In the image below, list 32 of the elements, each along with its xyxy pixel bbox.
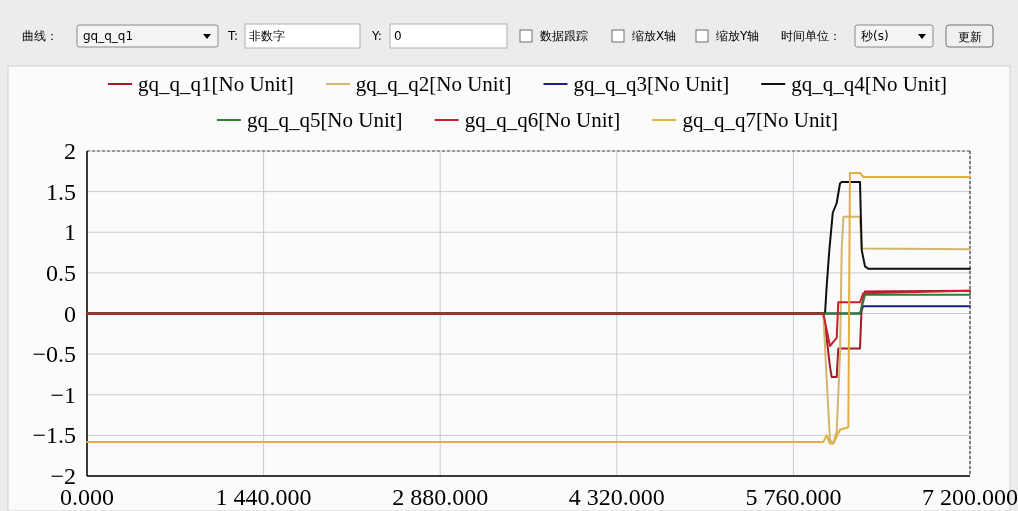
control-check: 缩放Y轴 bbox=[695, 29, 760, 43]
control-label: 时间单位： bbox=[781, 29, 841, 43]
legend-label: gq_q_q1[No Unit] bbox=[138, 72, 294, 96]
control-check: 数据跟踪 bbox=[519, 29, 588, 43]
y-tick-label: 2 bbox=[64, 138, 76, 164]
control-check: 缩放X轴 bbox=[611, 29, 677, 43]
control-box: 非数字 bbox=[244, 23, 361, 49]
legend-label: gq_q_q2[No Unit] bbox=[355, 72, 512, 96]
legend-label: gq_q_q5[No Unit] bbox=[246, 108, 403, 132]
control-combo: 秒(s) bbox=[854, 24, 934, 48]
y-tick-label: −1.5 bbox=[32, 422, 76, 449]
y-tick-label: 1.5 bbox=[46, 178, 76, 205]
x-tick-label: 4 320.000 bbox=[568, 484, 665, 510]
control-button: 更新 bbox=[945, 24, 994, 48]
control-label: 曲线： bbox=[22, 29, 58, 43]
x-tick-label: 2 880.000 bbox=[392, 484, 489, 510]
legend-label: gq_q_q6[No Unit] bbox=[464, 108, 621, 132]
control-box: 0 bbox=[389, 23, 508, 49]
control-label: Y: bbox=[372, 29, 382, 43]
y-tick-label: 0.5 bbox=[46, 259, 76, 286]
control-label: T: bbox=[228, 29, 239, 43]
x-tick-label: 5 760.000 bbox=[745, 484, 842, 510]
control-combo: gq_q_q1 bbox=[76, 24, 219, 48]
y-tick-label: 1 bbox=[64, 219, 76, 246]
y-tick-label: −1 bbox=[50, 381, 76, 408]
x-tick-label: 1 440.000 bbox=[215, 484, 312, 510]
x-tick-label: 7 200.000 bbox=[922, 484, 1018, 510]
y-tick-label: −0.5 bbox=[32, 341, 76, 368]
legend-label: gq_q_q4[No Unit] bbox=[791, 72, 947, 96]
legend-label: gq_q_q7[No Unit] bbox=[682, 108, 839, 132]
y-tick-label: 0 bbox=[64, 300, 76, 327]
legend-label: gq_q_q3[No Unit] bbox=[573, 72, 730, 96]
